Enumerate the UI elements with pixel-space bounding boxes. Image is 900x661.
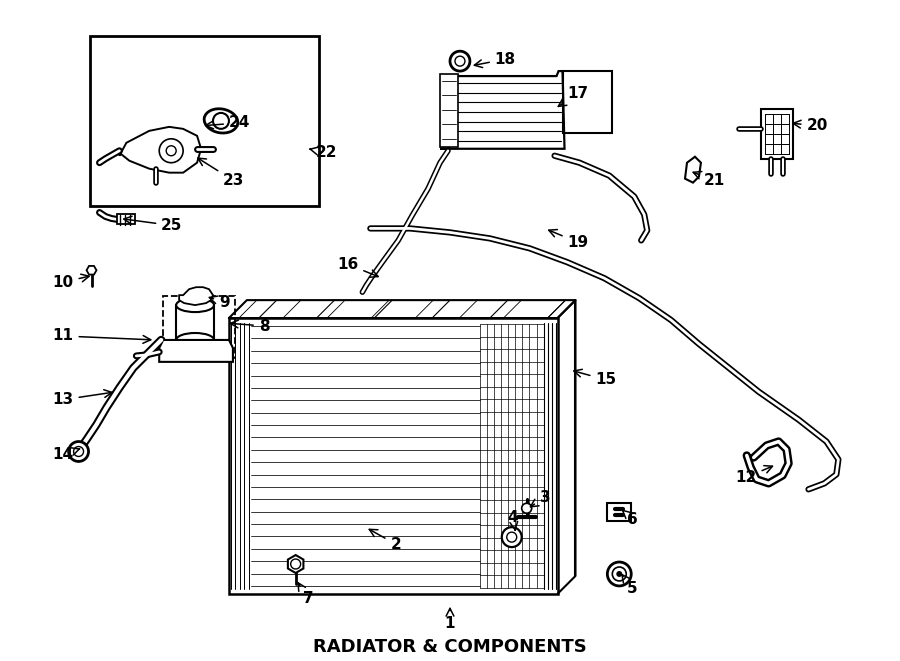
Ellipse shape xyxy=(176,333,214,347)
Text: 21: 21 xyxy=(693,171,725,188)
Text: 5: 5 xyxy=(622,574,638,596)
Circle shape xyxy=(612,567,626,581)
Text: 23: 23 xyxy=(198,158,244,188)
Text: 16: 16 xyxy=(338,256,378,277)
Text: 9: 9 xyxy=(210,295,230,309)
Text: 25: 25 xyxy=(124,216,183,233)
Bar xyxy=(163,296,235,358)
Text: 1: 1 xyxy=(445,608,455,631)
Ellipse shape xyxy=(176,298,214,312)
Polygon shape xyxy=(608,503,631,521)
Text: 17: 17 xyxy=(558,85,589,106)
Circle shape xyxy=(450,51,470,71)
Text: 20: 20 xyxy=(793,118,828,134)
Text: 7: 7 xyxy=(298,583,313,606)
Polygon shape xyxy=(179,287,213,305)
Bar xyxy=(562,71,612,133)
Text: 24: 24 xyxy=(205,116,250,130)
Text: 14: 14 xyxy=(52,447,79,462)
Text: 11: 11 xyxy=(52,329,151,344)
Text: 18: 18 xyxy=(474,52,516,67)
Circle shape xyxy=(608,562,631,586)
Text: 4: 4 xyxy=(508,510,518,530)
Circle shape xyxy=(68,442,88,461)
Bar xyxy=(440,74,458,147)
Text: RADIATOR & COMPONENTS: RADIATOR & COMPONENTS xyxy=(313,638,587,656)
Text: 2: 2 xyxy=(369,529,401,551)
Text: 19: 19 xyxy=(549,229,589,250)
Polygon shape xyxy=(86,266,96,274)
Circle shape xyxy=(522,503,532,513)
Circle shape xyxy=(616,571,622,577)
Text: 10: 10 xyxy=(52,274,89,290)
Polygon shape xyxy=(159,340,233,362)
Polygon shape xyxy=(440,71,564,149)
Text: 12: 12 xyxy=(735,465,772,485)
Polygon shape xyxy=(685,157,701,182)
Bar xyxy=(117,214,135,225)
Text: 3: 3 xyxy=(530,490,550,507)
Text: 15: 15 xyxy=(574,369,617,387)
Text: 22: 22 xyxy=(310,145,338,160)
Text: 6: 6 xyxy=(622,510,638,527)
Polygon shape xyxy=(760,109,793,159)
Polygon shape xyxy=(288,555,303,573)
Polygon shape xyxy=(120,127,201,173)
Text: 13: 13 xyxy=(52,390,112,407)
Text: 8: 8 xyxy=(230,319,269,334)
Circle shape xyxy=(502,527,522,547)
Bar xyxy=(89,36,319,206)
Bar xyxy=(229,318,557,594)
